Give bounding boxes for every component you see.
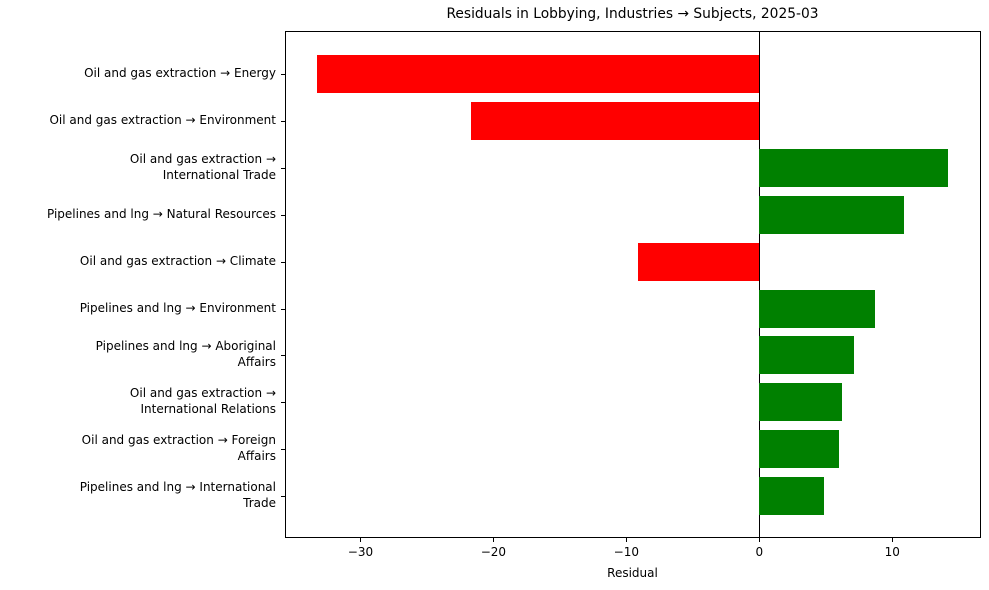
x-tick <box>626 537 628 542</box>
bar <box>759 195 905 234</box>
plot-area <box>281 31 981 538</box>
y-tick-label: Pipelines and lng → Aboriginal Affairs <box>95 339 276 370</box>
y-tick <box>281 449 286 451</box>
zero-reference-line <box>759 32 761 537</box>
y-tick <box>281 214 286 216</box>
x-tick <box>360 537 362 542</box>
y-tick <box>281 496 286 498</box>
y-tick <box>281 308 286 310</box>
y-tick-label: Pipelines and lng → International Trade <box>79 480 276 511</box>
y-tick-label: Oil and gas extraction → Climate <box>79 253 276 268</box>
x-tick <box>892 537 894 542</box>
x-tick <box>759 537 761 542</box>
y-tick-label: Oil and gas extraction → Foreign Affairs <box>81 433 276 464</box>
bar <box>638 242 760 281</box>
chart-title: Residuals in Lobbying, Industries → Subj… <box>446 6 819 22</box>
x-tick-label: −20 <box>480 545 507 559</box>
bar <box>759 383 842 422</box>
bar <box>759 336 854 375</box>
y-tick <box>281 402 286 404</box>
y-tick <box>281 120 286 122</box>
x-tick-label: 0 <box>755 545 764 559</box>
bar <box>759 430 840 469</box>
y-tick-label: Pipelines and lng → Environment <box>79 300 276 315</box>
x-axis-label: Residual <box>607 566 658 580</box>
y-tick-label: Oil and gas extraction → International R… <box>129 386 276 417</box>
x-tick-label: −30 <box>347 545 374 559</box>
bar <box>759 148 949 187</box>
y-tick <box>281 355 286 357</box>
y-tick <box>281 167 286 169</box>
bar <box>759 477 825 516</box>
bar <box>316 55 760 93</box>
y-tick-label: Pipelines and lng → Natural Resources <box>46 206 276 221</box>
y-tick-label: Oil and gas extraction → Energy <box>84 66 276 80</box>
y-tick <box>281 261 286 263</box>
bar <box>759 289 875 328</box>
x-tick-label: −10 <box>613 545 639 559</box>
x-tick <box>493 537 495 542</box>
bar <box>470 101 760 140</box>
y-tick-label: Oil and gas extraction → International T… <box>129 151 276 182</box>
y-tick <box>281 74 286 75</box>
x-tick-label: 10 <box>884 545 900 559</box>
y-tick-label: Oil and gas extraction → Environment <box>49 112 276 127</box>
